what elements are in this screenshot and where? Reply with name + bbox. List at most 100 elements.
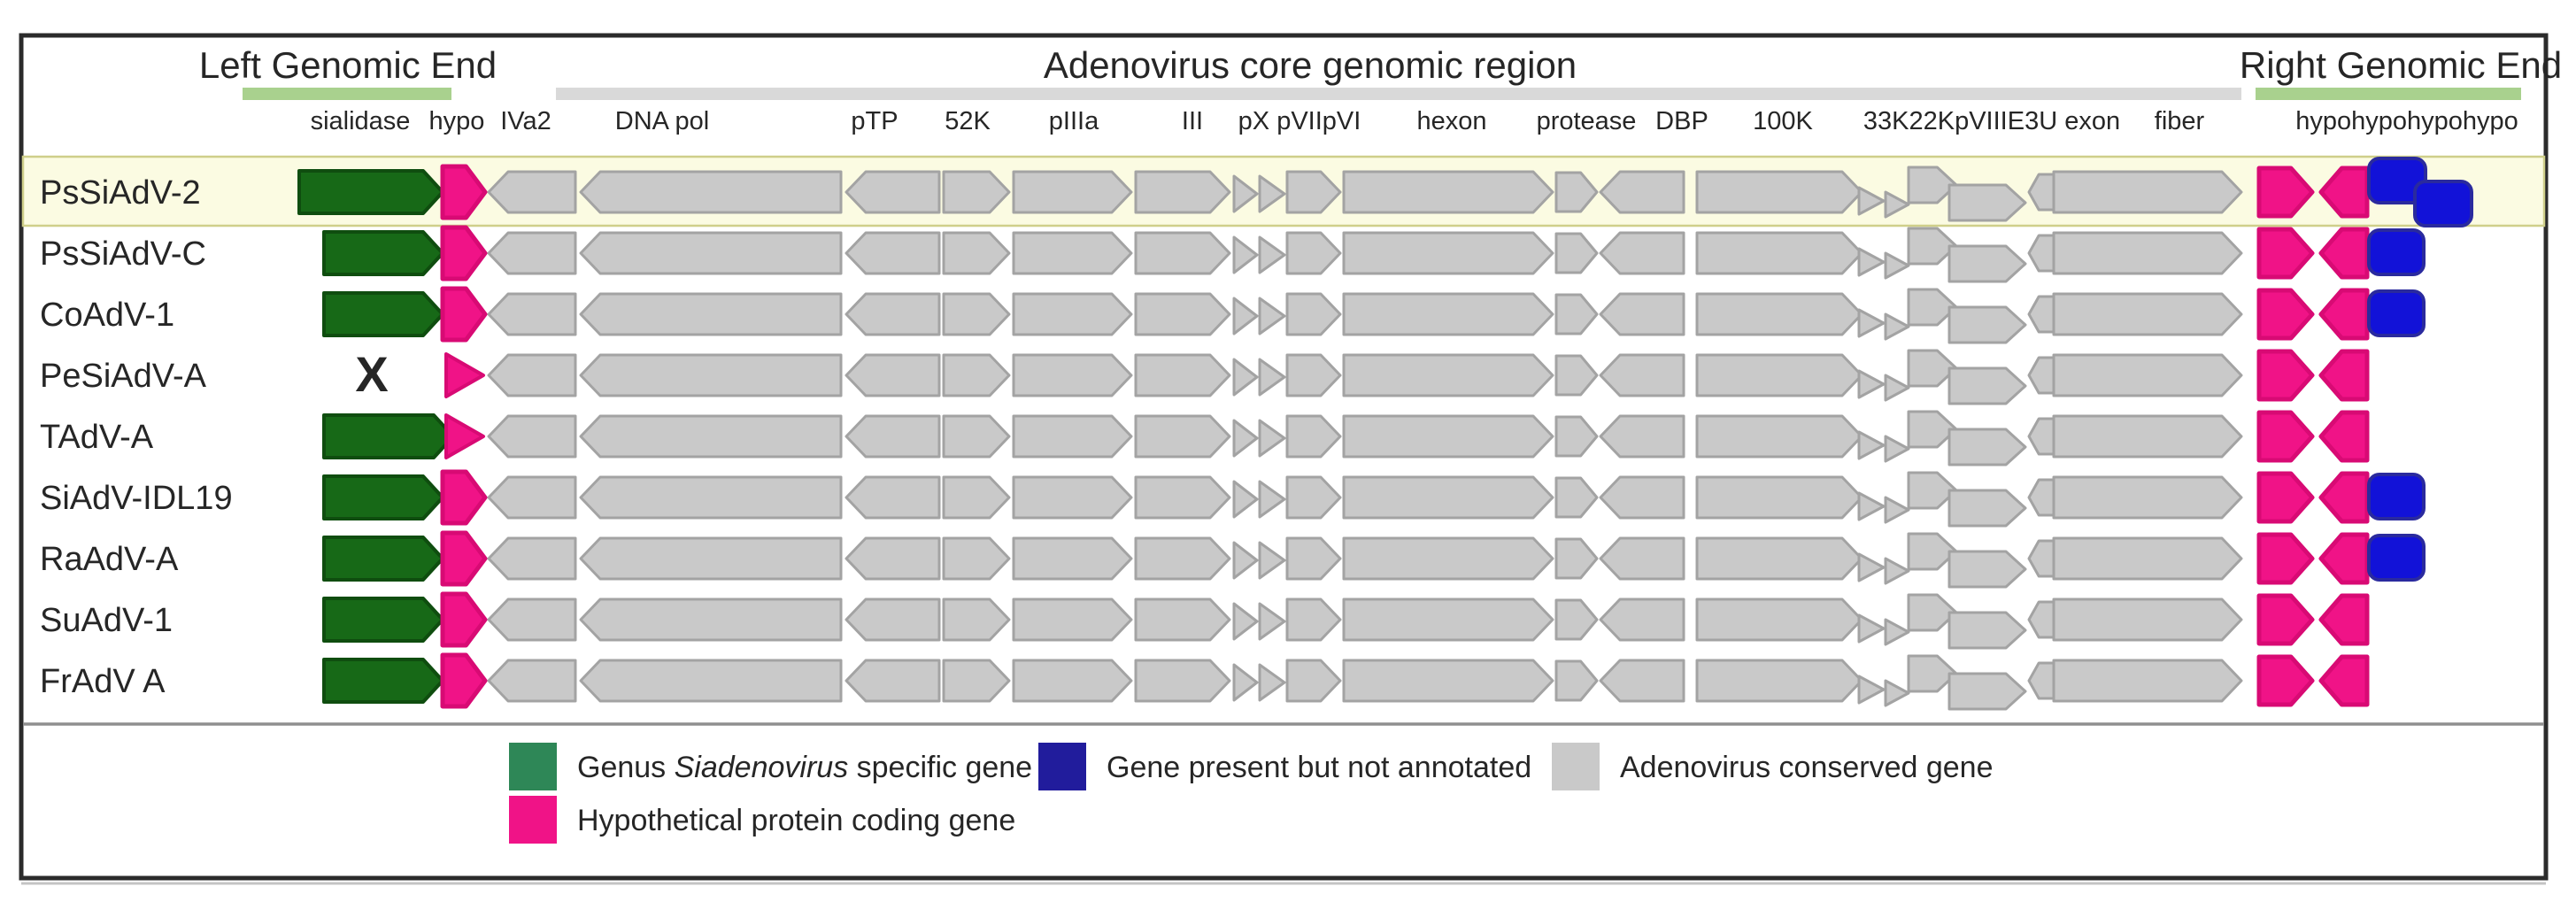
gene-hypo-right: [2318, 288, 2370, 341]
gene-33k: [1857, 675, 1886, 705]
gene-sialidase: [322, 230, 444, 276]
gene-pvii: [1258, 541, 1286, 580]
gene-100k: [1695, 292, 1863, 336]
gene-ptp: [845, 659, 941, 703]
gene-protease: [1554, 354, 1599, 397]
gene-sialidase: [322, 536, 444, 582]
gene-22k: [1884, 190, 1910, 219]
gene-pvi: [1285, 536, 1342, 581]
gene-dna-pol: [579, 231, 843, 275]
gene-hexon: [1342, 475, 1554, 520]
gene-33k: [1857, 369, 1886, 399]
gene-label-fiber: fiber: [2155, 107, 2205, 135]
gene-piiia: [1012, 475, 1133, 520]
gene-iva2: [487, 414, 577, 459]
gene-fiber: [2052, 536, 2243, 581]
gene-label-100k: 100K: [1753, 107, 1813, 135]
gene-22k: [1884, 374, 1910, 402]
gene-hypo-left: [444, 352, 485, 398]
gene-iva2: [487, 231, 577, 275]
gene-iii: [1134, 414, 1231, 459]
genome-row-RaAdV-A: RaAdV-A: [40, 530, 2426, 589]
gene-hypo-right: [2318, 471, 2370, 524]
gene-pvi: [1285, 475, 1342, 520]
gene-hexon: [1342, 353, 1554, 397]
gene-hypo-left: [440, 591, 488, 648]
gene-label-dbp: DBP: [1655, 107, 1708, 135]
row-label: SiAdV-IDL19: [40, 480, 233, 517]
row-label: RaAdV-A: [40, 541, 179, 578]
gene-hypo-left: [440, 652, 488, 709]
gene-22k: [1884, 251, 1910, 280]
gene-iva2: [487, 659, 577, 703]
legend-swatch-hypothetical: [509, 796, 557, 844]
gene-pvi: [1285, 659, 1342, 703]
gene-labels: sialidase hypo IVa2 DNA pol pTP 52K pIIIa III pX…: [311, 107, 2518, 135]
gene-22k: [1884, 312, 1910, 341]
gene-ptp: [845, 292, 941, 336]
genome-row-PsSiAdV-C: PsSiAdV-C: [40, 225, 2426, 283]
gene-100k: [1695, 414, 1863, 459]
gene-label-dna-pol: DNA pol: [615, 107, 709, 135]
gene-fiber: [2052, 353, 2243, 397]
gene-iva2: [487, 170, 577, 214]
gene-label-hexon: hexon: [1416, 107, 1486, 135]
gene-px: [1232, 235, 1259, 274]
gene-52k: [942, 292, 1011, 336]
gene-label-protease: protease: [1537, 107, 1637, 135]
gene-protease: [1554, 171, 1599, 213]
gene-px: [1232, 602, 1259, 641]
gene-pvii: [1258, 358, 1286, 397]
gene-dna-pol: [579, 475, 843, 520]
gene-dbp: [1599, 659, 1685, 703]
gene-33k: [1857, 552, 1886, 582]
gene-iva2: [487, 475, 577, 520]
gene-ptp: [845, 597, 941, 642]
gene-fiber: [2052, 475, 2243, 520]
gene-100k: [1695, 231, 1863, 275]
gene-sialidase: [297, 169, 444, 215]
gene-22k: [1884, 557, 1910, 585]
gene-iii: [1134, 170, 1231, 214]
gene-52k: [942, 536, 1011, 581]
genome-row-PsSiAdV-2: PsSiAdV-2: [21, 155, 2546, 227]
gene-px: [1232, 419, 1259, 458]
gene-52k: [942, 659, 1011, 703]
gene-hypo-left: [440, 469, 488, 526]
gene-protease: [1554, 537, 1599, 580]
row-label: PsSiAdV-2: [40, 174, 201, 212]
gene-protease: [1554, 598, 1599, 641]
gene-dbp: [1599, 597, 1685, 642]
gene-piiia: [1012, 231, 1133, 275]
gene-hypo-right: [2256, 654, 2315, 707]
gene-pvi: [1285, 597, 1342, 642]
gene-22k: [1884, 679, 1910, 707]
legend: Genus Siadenovirus specific gene Gene pre…: [509, 743, 1994, 844]
gene-hypo-right: [2318, 532, 2370, 585]
gene-piiia: [1012, 659, 1133, 703]
gene-pviii: [1907, 410, 1958, 449]
gene-dbp: [1599, 475, 1685, 520]
gene-ptp: [845, 170, 941, 214]
gene-52k: [942, 231, 1011, 275]
gene-iii: [1134, 475, 1231, 520]
left-genomic-end-title: Left Genomic End: [199, 44, 497, 86]
gene-px: [1232, 541, 1259, 580]
gene-22k: [1884, 496, 1910, 524]
gene-100k: [1695, 170, 1863, 214]
gene-hexon: [1342, 597, 1554, 642]
gene-33k: [1857, 186, 1886, 216]
gene-protease: [1554, 415, 1599, 458]
gene-pvi: [1285, 292, 1342, 336]
gene-fiber: [2052, 597, 2243, 642]
gene-e3: [1947, 489, 2027, 528]
gene-100k: [1695, 659, 1863, 703]
gene-not-annotated: [2367, 473, 2426, 520]
gene-pviii: [1907, 288, 1958, 327]
gene-pvi: [1285, 414, 1342, 459]
gene-hexon: [1342, 536, 1554, 581]
legend-swatch-not_annotated: [1038, 743, 1086, 790]
legend-swatch-conserved: [1552, 743, 1600, 790]
gene-hypo-right: [2256, 471, 2315, 524]
gene-52k: [942, 597, 1011, 642]
